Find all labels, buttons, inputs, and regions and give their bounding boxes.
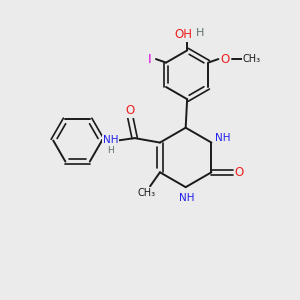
Text: O: O — [220, 52, 230, 66]
Text: NH: NH — [215, 133, 230, 143]
Text: NH: NH — [103, 136, 118, 146]
Text: O: O — [126, 104, 135, 117]
Text: I: I — [147, 52, 151, 66]
Text: H: H — [107, 146, 114, 155]
Text: CH₃: CH₃ — [137, 188, 156, 198]
Text: H: H — [195, 28, 204, 38]
Text: O: O — [235, 166, 244, 179]
Text: OH: OH — [175, 28, 193, 40]
Text: CH₃: CH₃ — [243, 54, 261, 64]
Text: NH: NH — [179, 194, 195, 203]
